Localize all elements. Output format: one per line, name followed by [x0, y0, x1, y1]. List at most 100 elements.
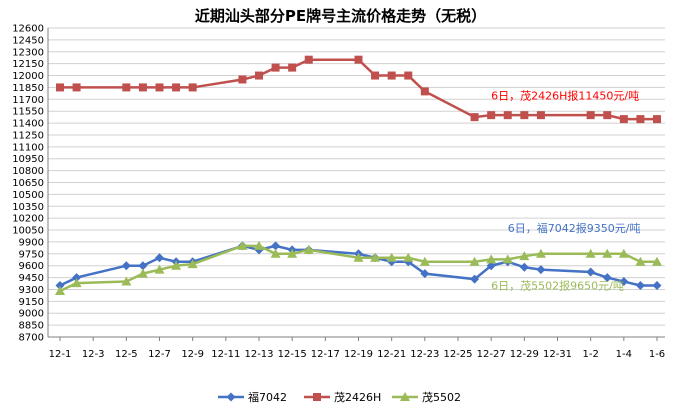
- data-point: [520, 111, 529, 120]
- axes: [47, 28, 665, 338]
- y-tick-label: 8700: [19, 333, 44, 344]
- data-point: [535, 248, 546, 258]
- data-point: [287, 248, 298, 258]
- data-point: [619, 277, 629, 287]
- data-point: [536, 111, 545, 120]
- data-point: [353, 252, 364, 262]
- y-tick-label: 11250: [12, 130, 44, 141]
- x-tick-label: 12-21: [377, 349, 406, 360]
- data-point: [55, 281, 65, 290]
- x-tick-label: 12-31: [543, 349, 572, 360]
- y-tick-label: 10800: [12, 166, 44, 177]
- y-tick-label: 9000: [19, 309, 44, 320]
- data-point: [138, 261, 148, 271]
- data-point: [72, 83, 81, 92]
- legend-entry: 茂5502: [392, 390, 461, 404]
- data-point: [55, 286, 65, 296]
- data-point: [652, 281, 662, 290]
- legend-marker: [400, 392, 410, 401]
- data-point: [487, 111, 496, 120]
- y-tick-label: 11550: [12, 107, 44, 118]
- y-tick-label: 8850: [19, 321, 44, 332]
- data-point: [56, 83, 64, 92]
- x-tick-label: 1-6: [649, 349, 665, 360]
- annotation-label: 6日，茂2426H报11450元/吨: [491, 88, 639, 102]
- data-point: [419, 256, 430, 266]
- legend-entry: 福7042: [218, 390, 287, 404]
- data-point: [470, 113, 479, 122]
- y-tick-label: 9750: [19, 249, 44, 260]
- data-point: [155, 83, 164, 92]
- data-point: [154, 264, 165, 274]
- data-point: [271, 241, 281, 251]
- data-point: [121, 276, 132, 286]
- x-tick-label: 12-3: [82, 349, 105, 360]
- data-point: [121, 261, 131, 271]
- data-point: [420, 269, 430, 279]
- data-point: [635, 281, 645, 290]
- x-tick-label: 12-11: [211, 349, 240, 360]
- y-tick-label: 11850: [12, 83, 44, 94]
- data-point: [138, 83, 147, 92]
- data-point: [586, 267, 596, 277]
- data-point: [653, 115, 661, 124]
- x-tick-label: 12-29: [510, 349, 539, 360]
- y-tick-label: 9150: [19, 297, 44, 308]
- y-tick-label: 12000: [12, 71, 44, 82]
- x-tick-label: 12-9: [181, 349, 204, 360]
- data-point: [636, 115, 645, 124]
- x-tick-label: 12-27: [477, 349, 506, 360]
- y-tick-label: 12300: [12, 47, 44, 58]
- y-tick-label: 9300: [19, 285, 44, 296]
- series-3: [55, 240, 662, 296]
- data-point: [486, 254, 497, 264]
- data-point: [486, 261, 496, 271]
- x-tick-label: 1-2: [582, 349, 598, 360]
- series-lines: [55, 55, 662, 296]
- y-tick-label: 11700: [12, 95, 44, 106]
- annotation-label: 6日，茂5502报9650元/吨: [491, 278, 624, 292]
- x-tick-label: 12-17: [311, 349, 340, 360]
- y-tick-label: 9900: [19, 237, 44, 248]
- y-tick-label: 12150: [12, 59, 44, 70]
- data-point: [354, 55, 363, 64]
- legend-marker: [313, 393, 321, 401]
- legend-label: 福7042: [248, 390, 287, 404]
- data-point: [536, 265, 546, 275]
- data-point: [618, 248, 629, 258]
- data-point: [370, 252, 381, 262]
- y-tick-label: 11100: [12, 142, 44, 153]
- x-tick-label: 12-23: [410, 349, 439, 360]
- annotations: 6日，茂2426H报11450元/吨 6日，福7042报9350元/吨 6日，茂55…: [491, 88, 640, 292]
- data-point: [519, 262, 529, 272]
- data-point: [635, 256, 646, 266]
- data-point: [271, 63, 280, 72]
- data-point: [303, 244, 314, 254]
- y-tick-label: 9450: [19, 273, 44, 284]
- legend-marker: [226, 392, 236, 402]
- data-point: [122, 83, 131, 92]
- y-tick-label: 12600: [12, 24, 44, 35]
- data-point: [171, 260, 182, 270]
- data-point: [254, 240, 264, 250]
- y-tick-label: 11400: [12, 119, 44, 130]
- data-point: [502, 254, 513, 264]
- annotation-label: 6日，福7042报9350元/吨: [508, 221, 641, 235]
- data-point: [602, 273, 612, 283]
- data-point: [619, 115, 628, 124]
- x-tick-label: 12-5: [115, 349, 138, 360]
- x-tick-label: 12-15: [278, 349, 307, 360]
- data-point: [255, 71, 263, 80]
- data-point: [585, 248, 596, 258]
- data-point: [270, 248, 281, 258]
- data-point: [469, 256, 480, 266]
- x-tick-label: 12-19: [344, 349, 373, 360]
- data-point: [187, 259, 198, 269]
- y-axis-tick-labels: 8700885090009150930094509600975099001005…: [12, 24, 44, 344]
- y-tick-label: 10050: [12, 226, 44, 237]
- data-point: [404, 71, 413, 80]
- x-tick-label: 1-4: [616, 349, 632, 360]
- data-point: [288, 63, 297, 72]
- data-point: [155, 253, 164, 263]
- data-point: [420, 87, 429, 96]
